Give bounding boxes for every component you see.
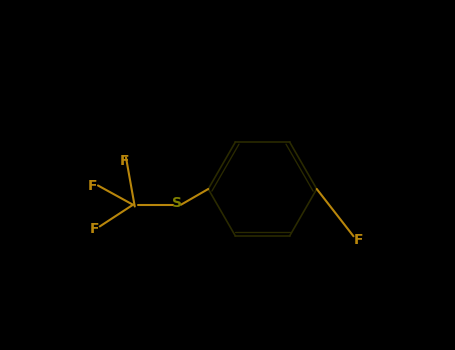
Text: F: F: [120, 154, 129, 168]
Text: F: F: [354, 233, 364, 247]
Text: F: F: [88, 178, 97, 192]
Text: S: S: [172, 196, 182, 210]
Text: F: F: [90, 222, 99, 236]
